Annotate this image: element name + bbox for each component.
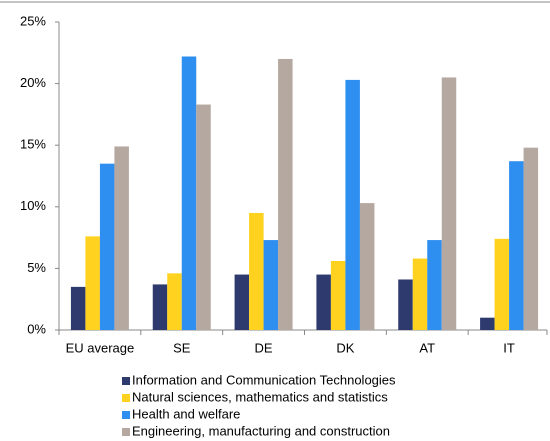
bar [263, 240, 279, 330]
legend-swatch [122, 411, 130, 419]
bar [85, 236, 100, 330]
y-tick-label: 15% [20, 137, 46, 152]
legend-swatch [122, 377, 130, 385]
y-tick-label: 10% [20, 198, 46, 213]
bar [398, 279, 413, 330]
bar [523, 147, 539, 330]
x-tick-label: EU average [66, 340, 135, 355]
x-tick-label: SE [173, 340, 191, 355]
y-tick-label: 25% [20, 13, 46, 28]
bar [412, 258, 428, 330]
bar [249, 212, 264, 330]
bar [152, 284, 168, 330]
x-tick-label: DE [255, 340, 273, 355]
bar [330, 261, 346, 330]
x-tick-label: DK [336, 340, 354, 355]
bar [70, 286, 86, 330]
legend-label: Information and Communication Technologi… [132, 372, 396, 387]
bar [234, 274, 250, 330]
legend-label: Engineering, manufacturing and construct… [132, 423, 390, 438]
bar [427, 240, 442, 330]
bar [167, 273, 182, 330]
legend-swatch [122, 428, 130, 436]
legend-swatch [122, 394, 130, 402]
y-tick-label: 0% [27, 321, 46, 336]
legend-label: Natural sciences, mathematics and statis… [132, 389, 388, 404]
x-tick-label: AT [419, 340, 435, 355]
bar [480, 317, 495, 330]
bar [181, 56, 197, 330]
bar [99, 163, 115, 330]
bar [278, 58, 293, 331]
y-tick-label: 5% [27, 260, 46, 275]
bar [509, 161, 524, 330]
x-tick-label: IT [503, 340, 515, 355]
bar [196, 104, 211, 330]
bar [345, 79, 360, 331]
legend-label: Health and welfare [132, 406, 240, 421]
bar [114, 146, 129, 330]
bar [359, 203, 375, 330]
y-tick-label: 20% [20, 75, 46, 90]
bar [441, 77, 457, 330]
bar [316, 274, 331, 330]
bar [494, 238, 510, 330]
